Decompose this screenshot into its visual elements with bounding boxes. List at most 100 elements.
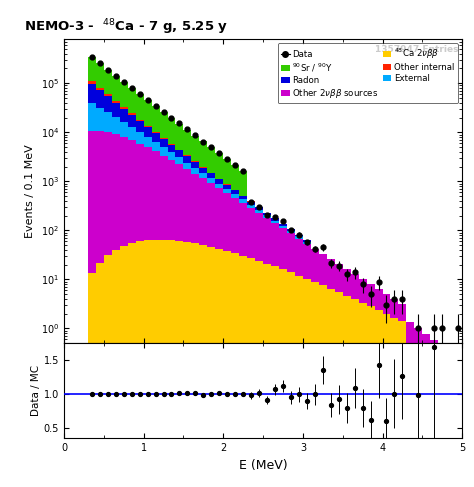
Bar: [136, 132, 144, 144]
Bar: [128, 127, 136, 140]
Bar: [430, 340, 438, 487]
Bar: [271, 221, 279, 223]
Bar: [383, 294, 391, 314]
Bar: [96, 63, 104, 88]
Bar: [200, 178, 207, 245]
Bar: [96, 131, 104, 262]
Bar: [167, 152, 175, 160]
Bar: [136, 121, 144, 132]
Bar: [128, 113, 136, 115]
Bar: [175, 165, 183, 241]
Bar: [335, 292, 343, 487]
Bar: [136, 94, 144, 119]
Bar: [120, 107, 128, 109]
Bar: [167, 118, 175, 144]
Bar: [152, 142, 160, 151]
Bar: [239, 196, 247, 199]
Bar: [359, 279, 366, 303]
Bar: [255, 261, 263, 487]
Bar: [88, 273, 96, 487]
Bar: [200, 173, 207, 178]
Bar: [255, 213, 263, 261]
Bar: [247, 202, 255, 205]
Bar: [88, 131, 96, 273]
Bar: [183, 169, 191, 242]
Bar: [287, 233, 295, 272]
X-axis label: E (MeV): E (MeV): [239, 459, 287, 472]
Bar: [104, 132, 112, 255]
Bar: [223, 189, 231, 193]
Bar: [335, 264, 343, 292]
Bar: [207, 148, 215, 173]
Bar: [231, 165, 239, 190]
Bar: [120, 109, 128, 122]
Bar: [383, 314, 391, 487]
Bar: [366, 306, 374, 487]
Bar: [295, 235, 303, 237]
Bar: [351, 299, 359, 487]
Bar: [104, 96, 112, 112]
Bar: [160, 240, 167, 487]
Bar: [271, 223, 279, 266]
Y-axis label: Events / 0.1 MeV: Events / 0.1 MeV: [25, 144, 35, 238]
Bar: [271, 266, 279, 487]
Bar: [136, 242, 144, 487]
Y-axis label: Data / MC: Data / MC: [31, 365, 41, 416]
Bar: [96, 90, 104, 108]
Bar: [104, 255, 112, 487]
Bar: [160, 156, 167, 240]
Bar: [223, 251, 231, 487]
Bar: [239, 171, 247, 196]
Bar: [239, 203, 247, 256]
Bar: [446, 352, 454, 487]
Bar: [247, 208, 255, 258]
Legend: Data, $^{90}$Sr / $^{90}$Y, Radon, Other 2$\nu\beta\beta$ sources, $^{48}$Ca 2$\: Data, $^{90}$Sr / $^{90}$Y, Radon, Other…: [278, 43, 458, 103]
Bar: [287, 272, 295, 487]
Bar: [215, 188, 223, 249]
Bar: [112, 134, 120, 250]
Bar: [152, 106, 160, 131]
Bar: [144, 126, 152, 127]
Text: NEMO-3 -  $^{48}$Ca - 7 g, 5.25 y: NEMO-3 - $^{48}$Ca - 7 g, 5.25 y: [24, 17, 228, 37]
Bar: [303, 240, 311, 242]
Bar: [327, 289, 335, 487]
Bar: [112, 250, 120, 487]
Bar: [183, 130, 191, 155]
Bar: [374, 310, 383, 487]
Bar: [160, 112, 167, 138]
Bar: [247, 258, 255, 487]
Bar: [200, 167, 207, 168]
Bar: [231, 190, 239, 194]
Bar: [191, 168, 200, 174]
Bar: [104, 94, 112, 96]
Bar: [422, 334, 430, 487]
Bar: [183, 163, 191, 169]
Bar: [200, 142, 207, 167]
Bar: [175, 157, 183, 165]
Bar: [215, 153, 223, 179]
Bar: [144, 241, 152, 487]
Bar: [207, 173, 215, 178]
Bar: [287, 231, 295, 233]
Bar: [191, 135, 200, 161]
Bar: [152, 240, 160, 487]
Bar: [319, 254, 327, 285]
Bar: [359, 303, 366, 487]
Bar: [167, 145, 175, 152]
Bar: [207, 247, 215, 487]
Bar: [319, 285, 327, 487]
Bar: [88, 57, 96, 81]
Bar: [104, 70, 112, 94]
Bar: [215, 184, 223, 188]
Bar: [255, 210, 263, 213]
Bar: [112, 103, 120, 117]
Bar: [311, 249, 319, 282]
Bar: [160, 139, 167, 147]
Bar: [183, 156, 191, 163]
Bar: [128, 243, 136, 487]
Bar: [399, 321, 406, 487]
Bar: [207, 183, 215, 247]
Bar: [303, 242, 311, 244]
Bar: [96, 88, 104, 90]
Bar: [120, 246, 128, 487]
